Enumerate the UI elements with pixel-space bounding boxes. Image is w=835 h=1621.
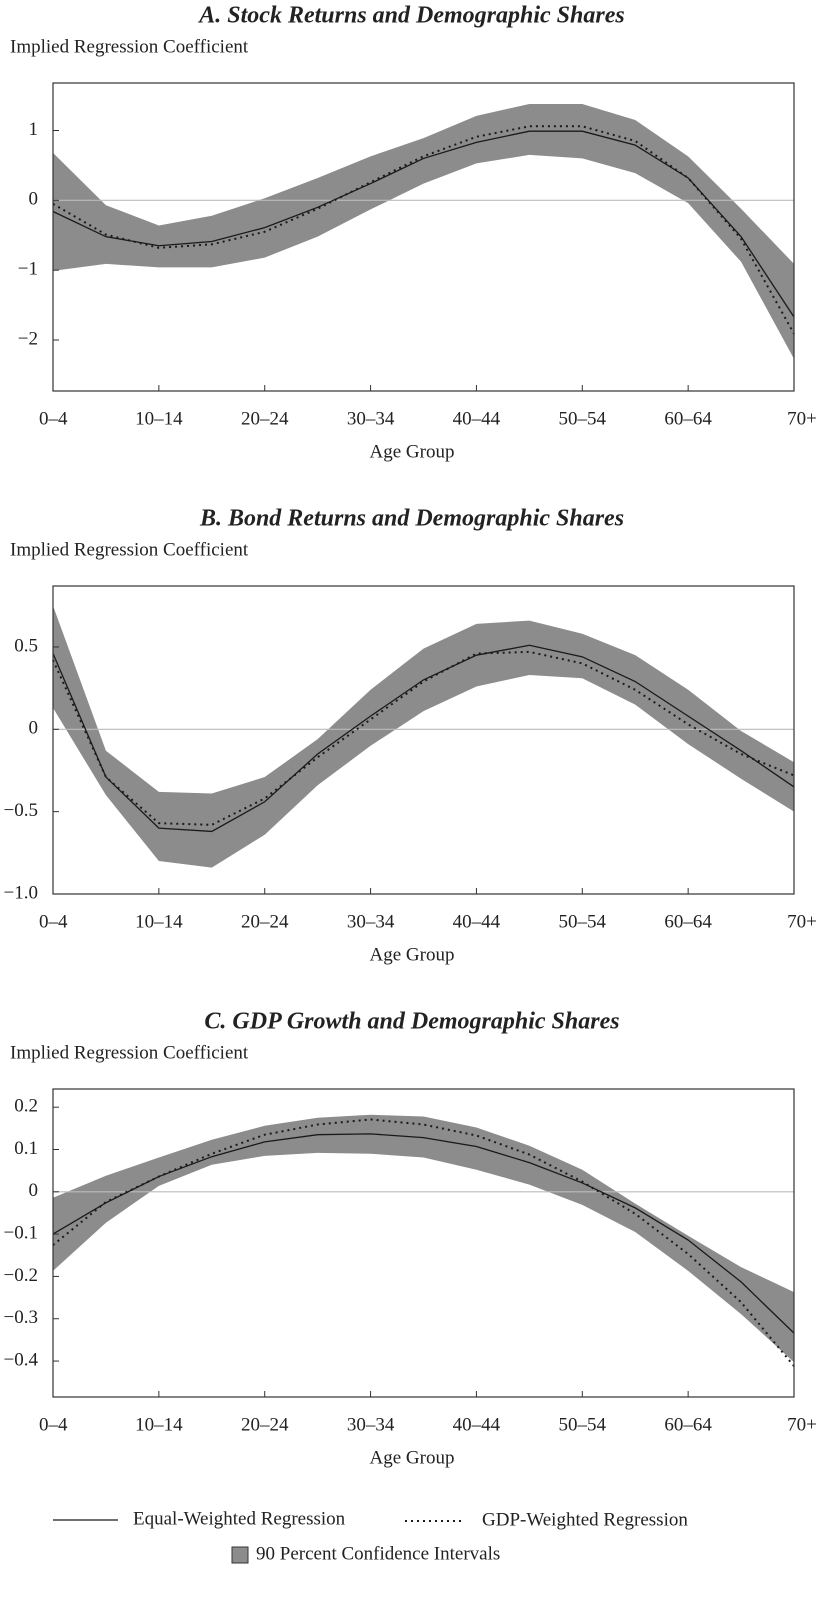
y-tick-label: 0.2 <box>14 1096 38 1117</box>
series-line <box>52 650 795 826</box>
x-tick-label: 40–44 <box>453 1414 501 1435</box>
y-tick-label: −0.5 <box>4 800 38 821</box>
x-tick-label: 40–44 <box>453 911 501 932</box>
y-axis-label: Implied Regression Coefficient <box>10 539 249 560</box>
x-tick-label: 0–4 <box>39 911 68 932</box>
x-tick-label: 20–24 <box>241 1414 289 1435</box>
y-tick-label: −0.4 <box>4 1349 39 1370</box>
x-axis-label: Age Group <box>370 944 455 965</box>
plot-frame <box>52 82 795 392</box>
x-tick-label: 50–54 <box>559 408 607 429</box>
confidence-band <box>53 605 794 868</box>
x-tick-label: 10–14 <box>135 911 183 932</box>
x-tick-label: 60–64 <box>664 408 712 429</box>
y-tick-label: −0.2 <box>4 1265 38 1286</box>
x-tick-label: 70+ <box>787 408 817 429</box>
y-tick-label: −1.0 <box>4 882 38 903</box>
plot-frame <box>52 585 795 895</box>
x-tick-label: 30–34 <box>347 1414 395 1435</box>
y-tick-label: −2 <box>18 328 38 349</box>
y-tick-label: 0 <box>29 1180 39 1201</box>
x-tick-label: 60–64 <box>664 911 712 932</box>
y-axis-label: Implied Regression Coefficient <box>10 1042 249 1063</box>
legend-label: Equal-Weighted Regression <box>133 1508 346 1529</box>
chart-title: A. Stock Returns and Demographic Shares <box>197 3 624 29</box>
x-axis-label: Age Group <box>370 441 455 462</box>
x-tick-label: 50–54 <box>559 1414 607 1435</box>
plot-frame <box>52 1088 795 1398</box>
legend-label: GDP-Weighted Regression <box>482 1509 688 1530</box>
chart-title: C. GDP Growth and Demographic Shares <box>204 1009 619 1035</box>
y-tick-label: 0 <box>29 718 39 739</box>
x-tick-label: 30–34 <box>347 408 395 429</box>
confidence-band <box>53 1114 794 1363</box>
chart-title: B. Bond Returns and Demographic Shares <box>199 506 624 532</box>
y-tick-label: 0 <box>29 189 39 210</box>
x-tick-label: 20–24 <box>241 408 289 429</box>
x-tick-label: 60–64 <box>664 1414 712 1435</box>
x-tick-label: 0–4 <box>39 1414 68 1435</box>
y-tick-label: −0.3 <box>4 1307 38 1328</box>
x-tick-label: 30–34 <box>347 911 395 932</box>
legend-label: 90 Percent Confidence Intervals <box>256 1543 500 1564</box>
series-line <box>52 125 795 335</box>
confidence-band <box>53 103 794 359</box>
x-tick-label: 10–14 <box>135 1414 183 1435</box>
x-axis-label: Age Group <box>370 1447 455 1468</box>
y-tick-label: 0.5 <box>14 635 38 656</box>
y-tick-label: 0.1 <box>14 1138 38 1159</box>
x-tick-label: 0–4 <box>39 408 68 429</box>
series-line <box>52 130 795 318</box>
x-tick-label: 70+ <box>787 911 817 932</box>
x-tick-label: 40–44 <box>453 408 501 429</box>
legend-swatch <box>231 1546 249 1564</box>
x-tick-label: 10–14 <box>135 408 183 429</box>
x-tick-label: 20–24 <box>241 911 289 932</box>
y-tick-label: −0.1 <box>4 1222 38 1243</box>
x-tick-label: 50–54 <box>559 911 607 932</box>
y-axis-label: Implied Regression Coefficient <box>10 36 249 57</box>
y-tick-label: 1 <box>29 119 39 140</box>
x-tick-label: 70+ <box>787 1414 817 1435</box>
series-line <box>52 644 795 833</box>
y-tick-label: −1 <box>18 259 38 280</box>
